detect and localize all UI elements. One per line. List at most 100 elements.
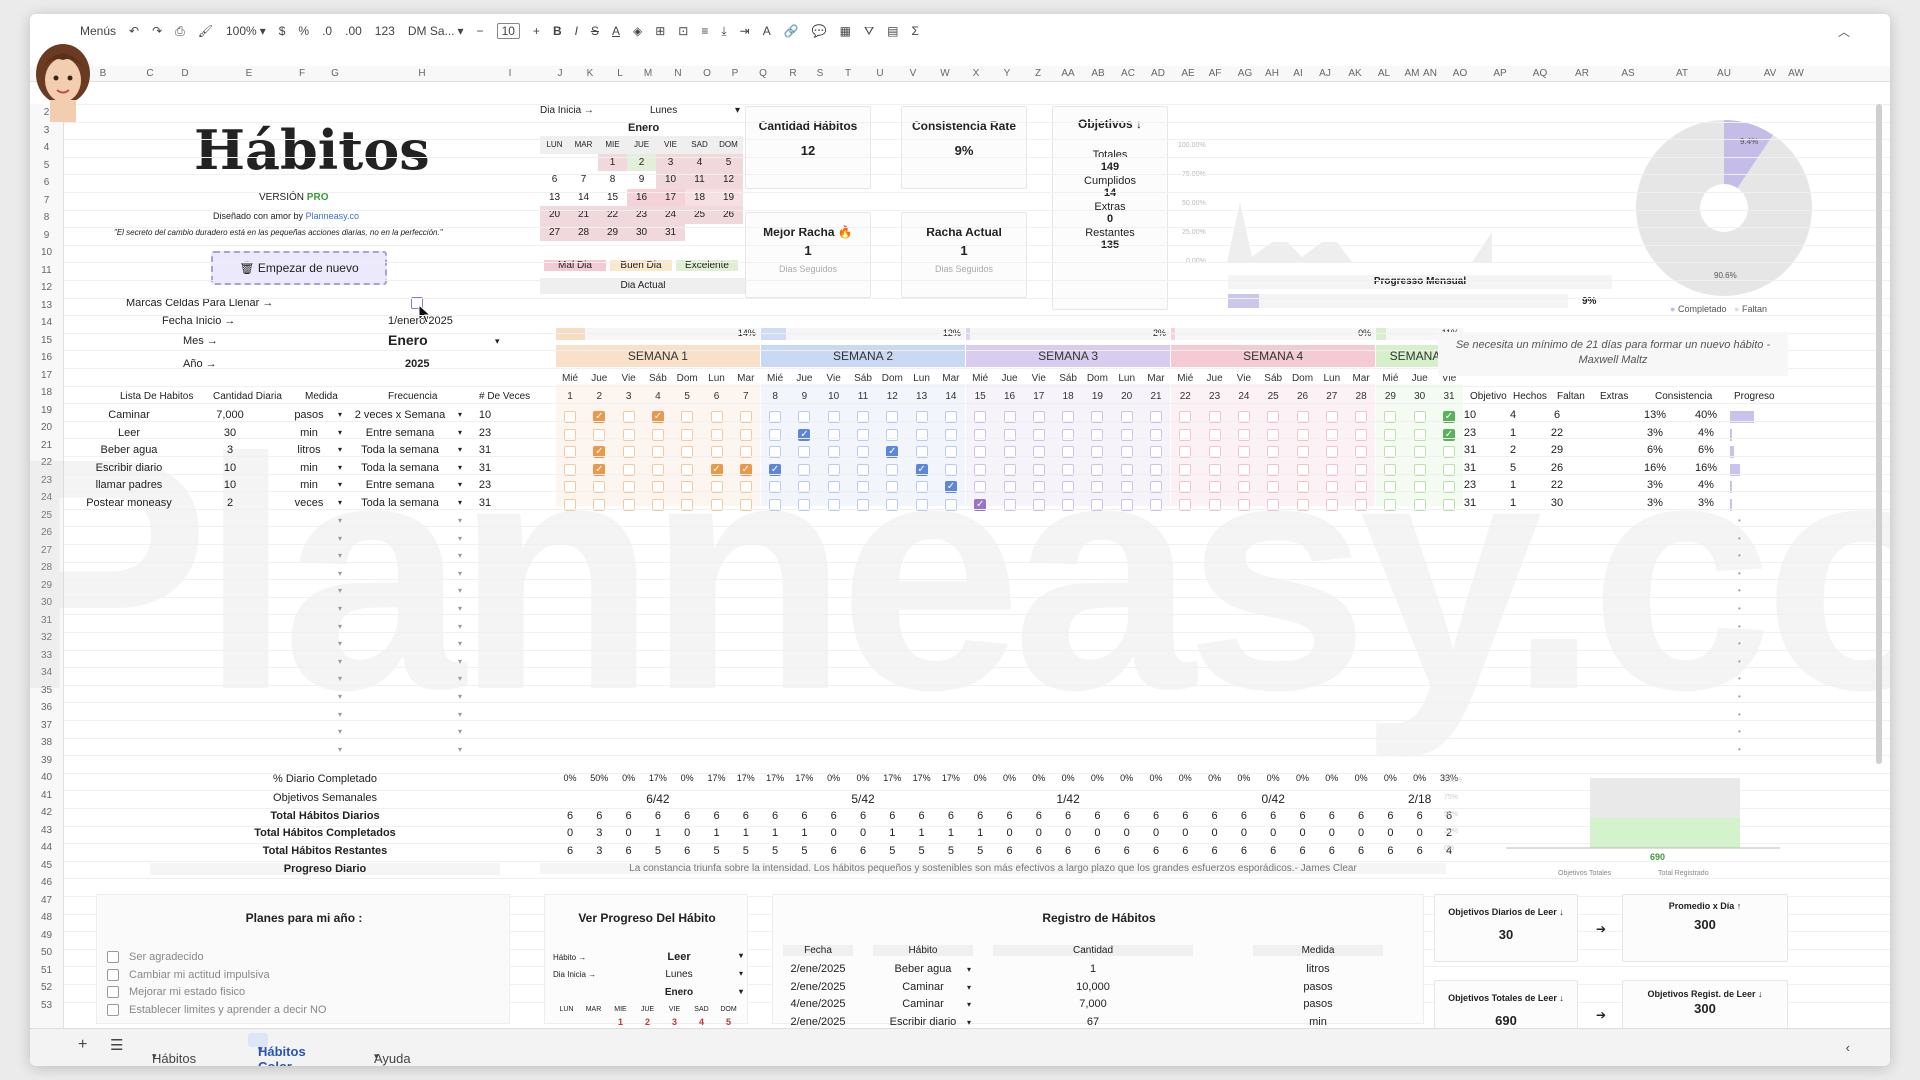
habit-checkbox[interactable] [1179,463,1192,476]
habit-checkbox[interactable] [1355,499,1368,511]
row-header[interactable]: 30 [40,597,53,608]
habit-checkbox[interactable] [739,428,752,441]
habit-checkbox[interactable] [857,411,869,423]
row-header[interactable]: 6 [43,177,50,188]
fecha-inicio-value[interactable]: 1/enero/2025 [388,315,453,327]
habit-checkbox[interactable]: ✓ [710,463,723,476]
row-header[interactable]: 19 [40,404,53,416]
row-header[interactable]: 27 [40,544,53,556]
habit-checkbox[interactable] [1208,463,1221,476]
habit-checkbox[interactable] [1267,428,1280,441]
habit-checkbox[interactable] [681,411,694,423]
habit-checkbox[interactable] [1120,428,1133,441]
habit-checkbox[interactable] [944,411,957,423]
habit-checkbox[interactable] [798,411,811,423]
dia-select[interactable]: Lunes ▾ [615,969,743,980]
link-icon[interactable]: 🔗 [783,24,799,38]
habit-checkbox[interactable] [651,481,664,494]
habit-checkbox[interactable] [1267,446,1280,459]
habit-checkbox[interactable] [1003,411,1016,423]
vp-day[interactable]: 1 [617,1017,623,1027]
habit-checkbox[interactable]: ✓ [1443,411,1455,423]
habit-checkbox[interactable]: ✓ [944,481,957,494]
row-header[interactable]: 34 [40,667,53,678]
habit-checkbox[interactable] [1062,428,1075,441]
column-header[interactable]: AP [1493,68,1507,79]
comment-icon[interactable]: 💬 [811,24,827,38]
row-header[interactable]: 40 [40,772,53,783]
habit-checkbox[interactable] [651,428,664,441]
habit-checkbox[interactable] [651,499,664,511]
column-header[interactable]: AW [1788,68,1804,79]
habit-checkbox[interactable] [798,499,811,511]
habit-checkbox[interactable] [1325,499,1338,511]
habit-medida[interactable]: min [300,479,318,492]
habit-checkbox[interactable] [1032,499,1045,511]
font-size-decrease-button[interactable]: − [476,24,484,38]
habit-checkbox[interactable]: ✓ [886,446,899,459]
all-sheets-icon[interactable]: ☰ [110,1037,124,1054]
habit-checkbox[interactable] [1413,481,1426,494]
habit-checkbox[interactable] [622,481,635,494]
row-header[interactable]: 24 [40,492,53,503]
row-header[interactable]: 13 [40,299,53,311]
habit-checkbox[interactable] [827,463,840,476]
menus-button[interactable]: Menús [80,24,117,38]
habit-checkbox[interactable]: ✓ [915,463,928,476]
column-header[interactable]: Z [1034,68,1042,79]
font-size-increase-button[interactable]: + [532,24,540,38]
habit-checkbox[interactable] [564,463,576,476]
filter-icon[interactable]: ⛛ [864,23,875,38]
habit-checkbox[interactable] [1208,411,1221,423]
column-header[interactable]: Y [1003,68,1011,79]
habit-checkbox[interactable] [1150,446,1162,459]
text-color-icon[interactable]: A [611,24,620,38]
number-format-button[interactable]: 123 [374,24,395,38]
habit-checkbox[interactable] [710,499,723,511]
column-header[interactable]: AS [1621,68,1635,79]
row-header[interactable]: 39 [40,754,53,766]
font-size-input[interactable]: 10 [496,23,520,39]
calendar-day[interactable]: 3 [656,153,685,171]
habit-checkbox[interactable]: ✓ [1443,428,1455,441]
habit-checkbox[interactable] [1267,481,1280,494]
row-header[interactable]: 36 [40,702,53,713]
habit-checkbox[interactable] [1355,446,1368,459]
habit-checkbox[interactable] [651,446,664,459]
habit-checkbox[interactable] [1413,463,1426,476]
plan-checkbox[interactable] [107,1003,119,1016]
row-header[interactable]: 32 [40,632,53,643]
column-header[interactable]: AO [1452,68,1468,79]
column-header[interactable]: P [731,68,739,79]
habit-checkbox[interactable] [1443,446,1455,459]
vp-day[interactable]: 3 [671,1017,677,1027]
column-header[interactable]: AN [1423,68,1437,79]
registro-cell[interactable]: Beber agua [894,963,952,975]
habit-checkbox[interactable] [857,446,869,459]
habit-checkbox[interactable] [622,463,635,476]
habit-checkbox[interactable] [681,428,694,441]
habit-checkbox[interactable] [1120,499,1133,511]
row-header[interactable]: 44 [40,842,53,853]
valign-icon[interactable]: ⤓ [721,23,727,38]
habit-checkbox[interactable] [1296,481,1309,494]
habit-checkbox[interactable] [739,411,752,423]
habit-checkbox[interactable] [1062,411,1075,423]
functions-icon[interactable]: Σ [911,24,919,38]
habit-checkbox[interactable] [1208,428,1221,441]
column-header[interactable]: AH [1265,68,1279,79]
habit-checkbox[interactable] [1355,411,1368,423]
plan-checkbox[interactable] [107,968,119,981]
habit-checkbox[interactable] [1091,428,1104,441]
habit-checkbox[interactable] [1208,481,1221,494]
row-header[interactable]: 2 [43,107,50,118]
tab-habitos-color[interactable]: Hábitos Color ▾ [248,1033,306,1066]
habit-checkbox[interactable] [1150,463,1162,476]
habit-checkbox[interactable] [622,499,635,511]
habit-frecuencia[interactable]: Entre semana [365,479,435,492]
habit-checkbox[interactable] [1296,411,1309,423]
habit-checkbox[interactable] [827,446,840,459]
habit-checkbox[interactable] [1062,481,1075,494]
habit-checkbox[interactable] [827,481,840,494]
plan-checkbox[interactable] [107,986,119,999]
